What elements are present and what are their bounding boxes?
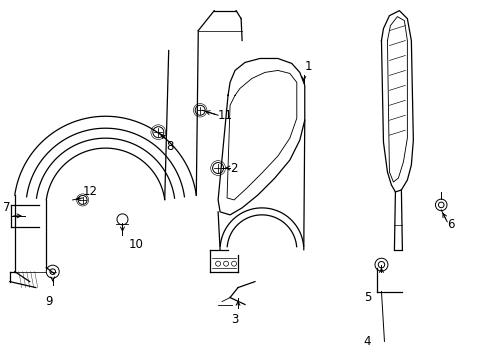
Text: 11: 11 bbox=[218, 109, 233, 122]
Text: 1: 1 bbox=[304, 60, 312, 73]
Text: 2: 2 bbox=[229, 162, 237, 175]
Text: 8: 8 bbox=[166, 140, 173, 153]
Text: 3: 3 bbox=[231, 313, 238, 326]
Text: 9: 9 bbox=[45, 294, 52, 307]
Text: 4: 4 bbox=[363, 335, 370, 348]
Text: 12: 12 bbox=[82, 185, 98, 198]
Text: 6: 6 bbox=[447, 218, 454, 231]
Text: 5: 5 bbox=[363, 291, 370, 304]
Text: 10: 10 bbox=[128, 238, 143, 251]
Text: 7: 7 bbox=[3, 201, 10, 215]
